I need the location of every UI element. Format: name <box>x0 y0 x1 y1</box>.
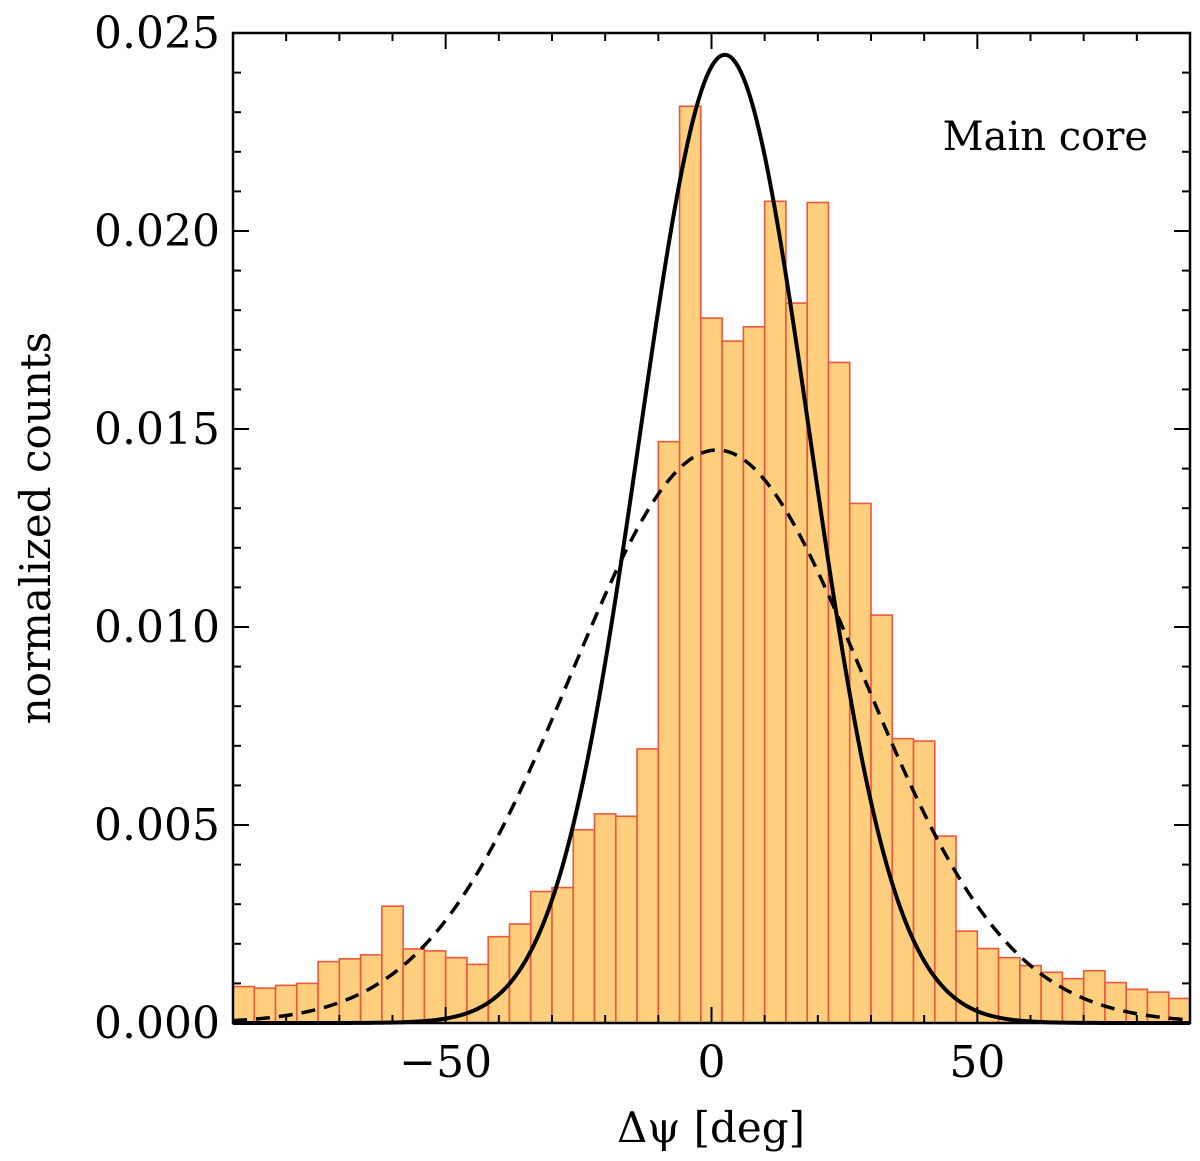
axis-tick-labels: −50 0 50 0.000 0.005 0.010 0.015 0.020 0.025 <box>94 8 1005 1088</box>
histogram-bar <box>572 828 596 1024</box>
histogram-bar <box>700 317 723 1024</box>
histogram-bar <box>785 302 809 1024</box>
y-tick-label: 0.015 <box>94 404 220 455</box>
histogram-bar <box>614 815 638 1024</box>
y-tick-label: 0.010 <box>94 602 220 653</box>
x-tick-label: −50 <box>399 1037 492 1088</box>
histogram-bar <box>1019 964 1042 1024</box>
histogram-bar <box>295 982 319 1024</box>
axis-ticks <box>232 32 1191 1024</box>
histogram-bar <box>806 201 830 1024</box>
histogram-bar <box>891 737 915 1024</box>
histogram-bar <box>678 105 702 1024</box>
histogram-bar <box>423 950 447 1024</box>
histogram-bar <box>466 963 489 1024</box>
histogram-bar <box>1104 981 1128 1024</box>
histogram-bar <box>763 200 787 1024</box>
histogram-bar <box>636 748 660 1024</box>
histogram-bar <box>1061 977 1085 1024</box>
histogram-bar <box>551 886 575 1024</box>
histogram-bar <box>1082 969 1106 1024</box>
histogram-bars <box>232 105 1191 1024</box>
histogram-bar <box>997 956 1021 1024</box>
x-axis-label: Δψ [deg] <box>617 1103 805 1152</box>
histogram-bar <box>742 326 766 1024</box>
histogram-bar <box>402 948 426 1024</box>
histogram-bar <box>848 502 872 1024</box>
histogram-bar <box>487 935 511 1024</box>
histogram-bar <box>827 361 851 1024</box>
chart-annotation: Main core <box>943 114 1148 160</box>
histogram-bar <box>381 905 404 1024</box>
histogram-bar <box>912 740 936 1024</box>
histogram-bar <box>338 958 362 1024</box>
histogram-bar <box>508 923 532 1024</box>
y-tick-label: 0.025 <box>94 8 220 59</box>
histogram-bar <box>317 960 341 1024</box>
y-tick-label: 0.020 <box>94 206 220 257</box>
gaussian-fit-dashed-line <box>232 448 1191 1023</box>
x-tick-label: 0 <box>698 1037 726 1088</box>
y-axis-label: normalized counts <box>11 332 60 725</box>
histogram-bar <box>593 813 617 1024</box>
histogram-bar <box>721 340 745 1024</box>
histogram-bar <box>657 440 681 1024</box>
y-tick-label: 0.000 <box>94 998 220 1049</box>
x-tick-label: 50 <box>949 1037 1005 1088</box>
y-tick-label: 0.005 <box>94 800 220 851</box>
histogram-bar <box>232 985 256 1024</box>
